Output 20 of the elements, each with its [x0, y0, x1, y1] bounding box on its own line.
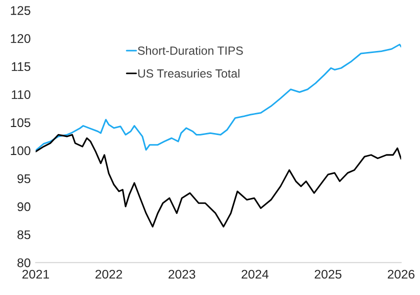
- y-tick-label: 125: [10, 6, 30, 15]
- y-tick-label: 80: [17, 258, 30, 268]
- x-tick-label: 2022: [96, 270, 122, 279]
- x-tick-label: 2021: [22, 270, 49, 279]
- y-tick-label: 105: [10, 118, 30, 128]
- x-tick-label: 2026: [388, 270, 414, 279]
- y-tick-label: 85: [17, 230, 30, 240]
- x-tick-label: 2024: [242, 270, 268, 279]
- line-series: [36, 44, 402, 152]
- y-tick-label: 100: [10, 146, 30, 156]
- y-tick-label: 110: [12, 90, 30, 100]
- y-tick-label: 115: [12, 62, 30, 72]
- y-tick-label: 120: [10, 34, 30, 43]
- x-tick-label: 2023: [168, 270, 196, 279]
- line-series: [36, 134, 402, 228]
- x-tick-label: 2025: [314, 270, 342, 279]
- y-tick-label: 90: [18, 202, 30, 212]
- legend-label: US Treasuries Total: [138, 68, 240, 78]
- y-tick-label: 95: [18, 174, 30, 184]
- legend-label: Short-Duration TIPS: [138, 46, 243, 55]
